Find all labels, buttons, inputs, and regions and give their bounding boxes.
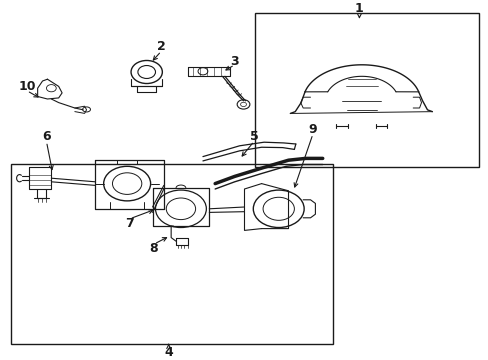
Text: 10: 10 [18, 80, 36, 93]
Text: 2: 2 [157, 40, 165, 53]
Text: 7: 7 [125, 217, 134, 230]
Text: 8: 8 [149, 242, 158, 255]
Bar [11, 164, 332, 344]
Text: 9: 9 [308, 123, 317, 136]
Bar [255, 13, 478, 167]
Text: 5: 5 [249, 130, 258, 143]
Text: 1: 1 [354, 3, 363, 15]
Text: 6: 6 [42, 130, 51, 143]
Text: 4: 4 [164, 346, 173, 359]
Text: 3: 3 [230, 55, 239, 68]
